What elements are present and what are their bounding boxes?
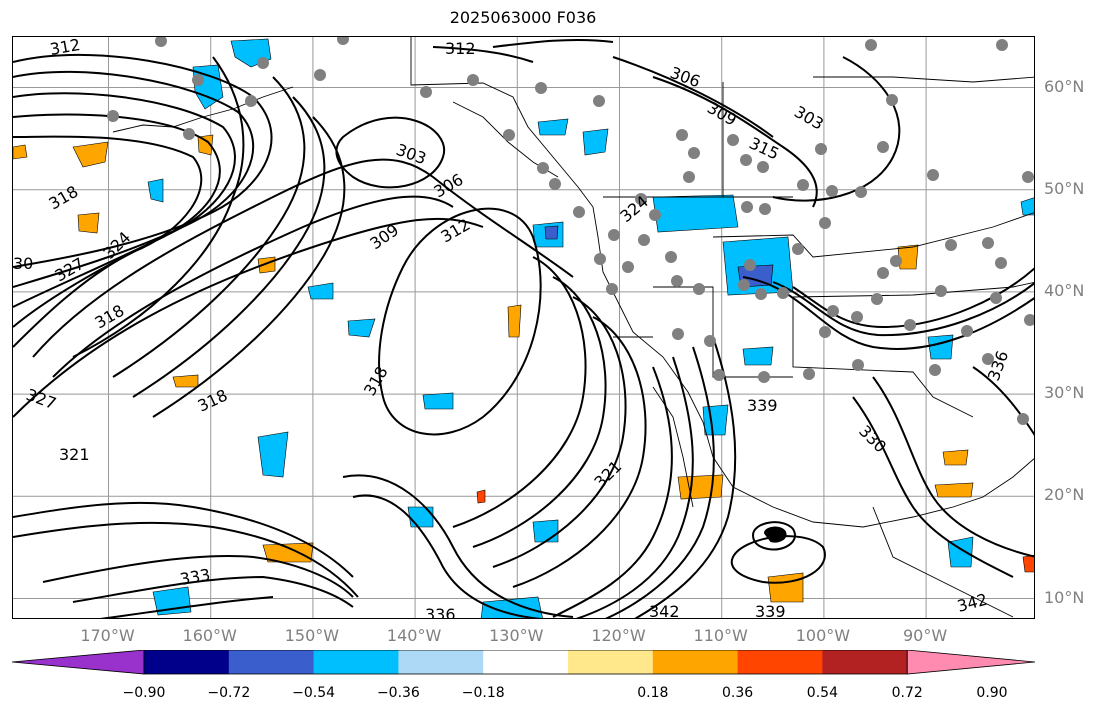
map-panel: 312 312 306 309 303 315 303 306 309 312 … <box>12 36 1035 619</box>
latitude-label: 10°N <box>1044 587 1085 607</box>
longitude-label: 100°W <box>795 626 851 645</box>
colorbar-segment <box>652 650 739 674</box>
contour-label: 327 <box>24 385 59 413</box>
longitude-label: 140°W <box>386 626 442 645</box>
station-markers <box>107 37 1034 425</box>
map-title: 2025063000 F036 <box>449 8 597 27</box>
contour-label: 309 <box>366 220 402 253</box>
latitude-label: 20°N <box>1044 485 1085 505</box>
colorbar-extend-high <box>906 650 1036 675</box>
longitude-label: 150°W <box>284 626 340 645</box>
contour-label: 342 <box>955 590 989 616</box>
colorbar-tick-label: 0.72 <box>891 685 923 701</box>
colorbar-segment <box>568 650 654 674</box>
colorbar <box>11 650 1036 675</box>
contour-label: 318 <box>46 182 82 214</box>
contour-lines <box>13 38 1034 618</box>
colorbar-segment <box>144 650 230 674</box>
longitude-label: 120°W <box>591 626 646 645</box>
longitude-label: 110°W <box>693 626 748 645</box>
colorbar-outline <box>143 650 908 675</box>
colorbar-segment <box>228 650 315 674</box>
contour-label: 339 <box>755 602 786 619</box>
contour-label: 30 <box>13 254 33 273</box>
contour-label: 303 <box>394 140 429 168</box>
colorbar-tick-label: −0.72 <box>207 685 251 701</box>
longitude-label: 170°W <box>80 626 135 645</box>
contour-label: 339 <box>747 396 778 415</box>
latitude-label: 50°N <box>1044 178 1085 198</box>
contour-label: 306 <box>431 170 467 202</box>
contour-label: 336 <box>425 605 456 619</box>
contour-label: 312 <box>48 37 81 59</box>
contour-label: 306 <box>668 63 703 91</box>
colorbar-tick-label: 0.18 <box>637 685 669 701</box>
contour-label: 321 <box>59 445 90 464</box>
colorbar-tick-label: 0.54 <box>806 685 838 701</box>
longitude-label: 160°W <box>182 626 237 645</box>
colorbar-segment <box>822 650 908 674</box>
map-canvas: 312 312 306 309 303 315 303 306 309 312 … <box>13 37 1034 619</box>
colorbar-segment <box>483 650 569 674</box>
contour-label: 318 <box>195 385 231 415</box>
longitude-label: 90°W <box>903 626 948 645</box>
colorbar-tick-label: −0.18 <box>461 685 505 701</box>
colorbar-tick-label: 0.36 <box>722 685 754 701</box>
contour-label: 333 <box>178 565 211 589</box>
longitude-label: 130°W <box>489 626 544 645</box>
colorbar-tick-label: −0.36 <box>376 685 420 701</box>
colorbar-extend-low <box>11 650 145 675</box>
colorbar-tick-label: −0.90 <box>122 685 166 701</box>
contour-label: 303 <box>791 102 827 134</box>
graticule <box>13 37 1034 618</box>
contour-label: 312 <box>445 39 476 58</box>
latitude-label: 30°N <box>1044 383 1085 403</box>
colorbar-segment <box>313 650 399 674</box>
colorbar-tick-label: −0.54 <box>292 685 336 701</box>
latitude-label: 60°N <box>1044 76 1085 96</box>
contour-label: 342 <box>649 602 680 619</box>
colorbar-segment <box>398 650 484 674</box>
colorbar-tick-label: 0.90 <box>976 685 1008 701</box>
colorbar-segment <box>737 650 823 674</box>
latitude-label: 40°N <box>1044 280 1085 300</box>
contour-label: 321 <box>590 457 625 492</box>
shaded-field <box>13 38 1034 618</box>
